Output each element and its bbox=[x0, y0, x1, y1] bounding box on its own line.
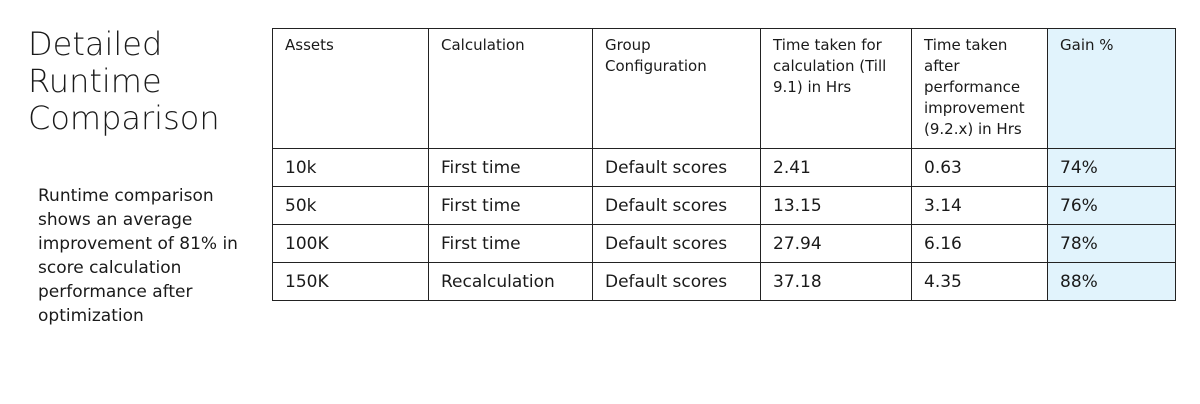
table-cell: 0.63 bbox=[911, 148, 1048, 187]
header-cell: Group Configuration bbox=[592, 28, 761, 149]
table-cell: First time bbox=[428, 224, 593, 263]
table-cell: 50k bbox=[272, 186, 429, 225]
table-cell: 37.18 bbox=[760, 262, 912, 301]
table-cell: 88% bbox=[1047, 262, 1176, 301]
header-row: Assets Calculation Group Configuration Time… bbox=[272, 28, 1176, 149]
slide-title: Detailed Runtime Comparison bbox=[28, 25, 220, 137]
header-cell: Time taken for calculation (Till 9.1) in… bbox=[760, 28, 912, 149]
table-row: 100K First time Default scores 27.94 6.16 78% bbox=[272, 224, 1176, 263]
table-cell: 76% bbox=[1047, 186, 1176, 225]
table-cell: 2.41 bbox=[760, 148, 912, 187]
table-cell: Default scores bbox=[592, 224, 761, 263]
table-cell: 6.16 bbox=[911, 224, 1048, 263]
table-cell: 100K bbox=[272, 224, 429, 263]
table-row: 50k First time Default scores 13.15 3.14 76% bbox=[272, 186, 1176, 225]
table-cell: 27.94 bbox=[760, 224, 912, 263]
table-row: 10k First time Default scores 2.41 0.63 74% bbox=[272, 148, 1176, 187]
table-body: 10k First time Default scores 2.41 0.63 74% 50… bbox=[272, 148, 1176, 301]
table-cell: Default scores bbox=[592, 262, 761, 301]
header-cell: Assets bbox=[272, 28, 429, 149]
table-cell: 74% bbox=[1047, 148, 1176, 187]
slide-description: Runtime comparison shows an average impr… bbox=[38, 186, 238, 326]
header-cell: Gain % bbox=[1047, 28, 1176, 149]
table-cell: 10k bbox=[272, 148, 429, 187]
table-cell: Default scores bbox=[592, 186, 761, 225]
table-head: Assets Calculation Group Configuration Time… bbox=[272, 28, 1176, 149]
table-cell: 78% bbox=[1047, 224, 1176, 263]
table-cell: Recalculation bbox=[428, 262, 593, 301]
comparison-table: Assets Calculation Group Configuration Time… bbox=[272, 28, 1176, 301]
table-cell: First time bbox=[428, 148, 593, 187]
table-row: 150K Recalculation Default scores 37.18 4.35… bbox=[272, 262, 1176, 301]
header-cell: Calculation bbox=[428, 28, 593, 149]
table-cell: Default scores bbox=[592, 148, 761, 187]
table-cell: 13.15 bbox=[760, 186, 912, 225]
table-cell: First time bbox=[428, 186, 593, 225]
header-cell: Time taken after performance improvement… bbox=[911, 28, 1048, 149]
table-cell: 150K bbox=[272, 262, 429, 301]
table-cell: 3.14 bbox=[911, 186, 1048, 225]
table-cell: 4.35 bbox=[911, 262, 1048, 301]
